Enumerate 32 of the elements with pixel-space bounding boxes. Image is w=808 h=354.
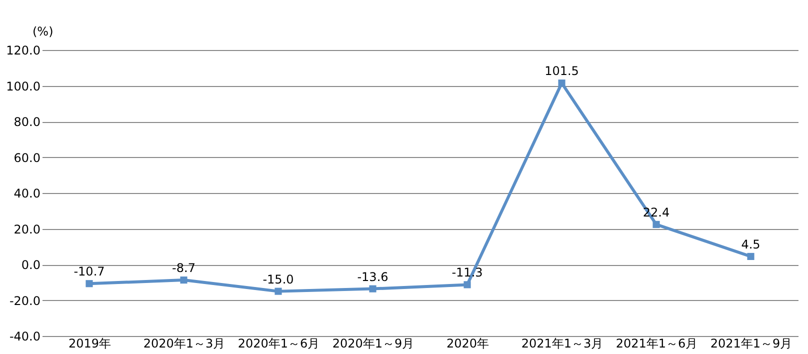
point (369, 285, 376, 292)
point (747, 252, 754, 260)
y-tick-label: 100.0 (6, 79, 40, 94)
data-label: -8.7 (172, 261, 196, 276)
point (464, 281, 471, 288)
x-tick-label: 2019年 (68, 336, 112, 350)
x-tick-label: 2021年1～6月 (616, 336, 698, 350)
y-tick-label: 0.0 (21, 258, 40, 272)
point (86, 280, 93, 288)
data-label: -13.6 (357, 270, 388, 284)
point (180, 276, 188, 284)
y-tick-label: 80.0 (14, 115, 40, 129)
x-tick-label: 2020年1～3月 (143, 336, 226, 350)
x-tick-label: 2021年1～3月 (521, 336, 604, 350)
x-tick-label: 2020年1～9月 (332, 336, 414, 350)
y-tick-label: -20.0 (9, 294, 40, 308)
point (652, 220, 660, 228)
y-tick-label: 20.0 (14, 222, 40, 236)
y-axis-title: (%) (32, 24, 54, 38)
data-label: -15.0 (262, 272, 294, 286)
x-tick-label: 2020年 (446, 336, 490, 350)
point (558, 80, 566, 87)
x-tick-label: 2020年1～6月 (238, 336, 320, 350)
y-tick-label: 40.0 (14, 186, 40, 200)
y-tick-label: 60.0 (14, 150, 40, 165)
x-tick-label: 2021年1～9月 (710, 336, 792, 350)
y-tick-label: -40.0 (9, 330, 40, 344)
data-label: -10.7 (74, 264, 105, 279)
point (274, 288, 282, 295)
data-label: 4.5 (741, 237, 760, 252)
y-tick-label: 120.0 (6, 44, 40, 58)
data-label: 101.5 (544, 64, 579, 78)
